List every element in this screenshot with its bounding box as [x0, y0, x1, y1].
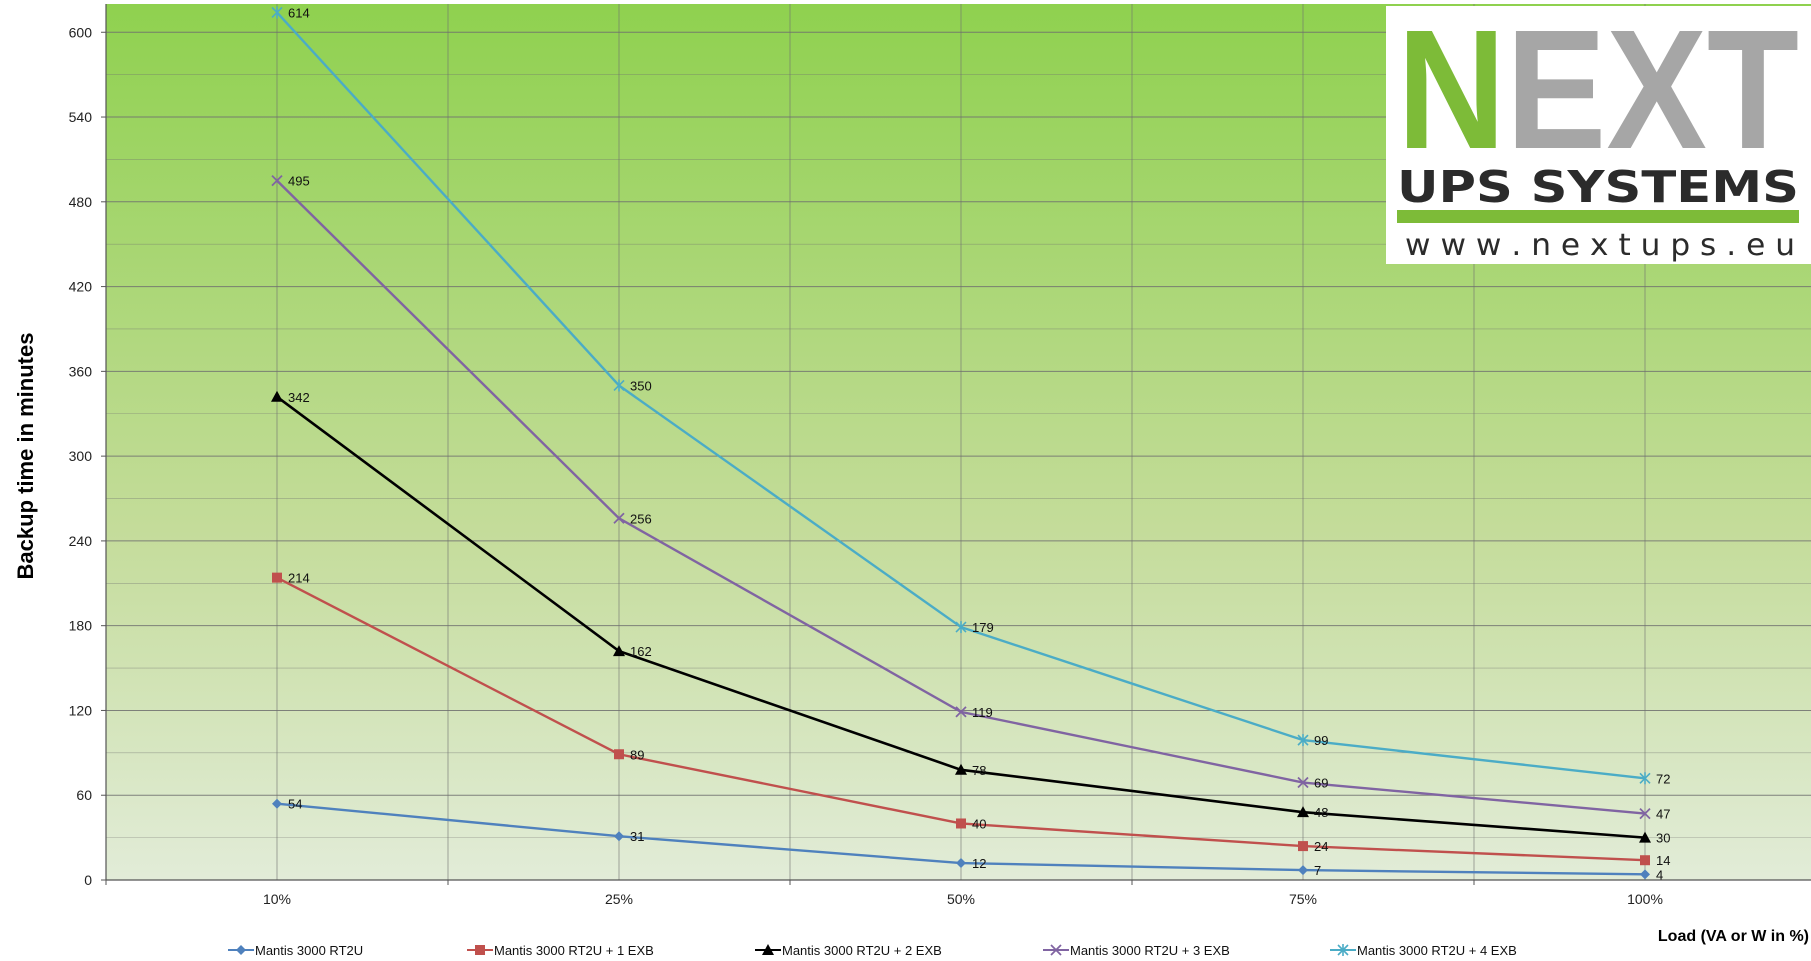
x-tick-label: 50%: [947, 891, 975, 907]
y-tick-label: 480: [69, 194, 93, 210]
logo-brand-ext: EXT: [1506, 0, 1799, 185]
data-label: 69: [1314, 776, 1328, 791]
brand-logo: NEXT UPS SYSTEMS w w w . n e x t u p s .…: [1386, 0, 1811, 264]
diamond-marker: [1298, 865, 1308, 876]
y-tick-label: 600: [69, 24, 93, 40]
x-axis-title: Load (VA or W in %): [1658, 928, 1809, 945]
data-label: 99: [1314, 733, 1328, 748]
y-tick-label: 0: [84, 872, 92, 888]
y-tick-label: 60: [76, 787, 92, 803]
data-label: 72: [1656, 771, 1670, 786]
x-marker: [1297, 776, 1309, 789]
data-label: 12: [972, 856, 986, 871]
x-marker: [613, 512, 625, 524]
triangle-marker: [955, 763, 967, 775]
square-marker: [1640, 855, 1650, 866]
data-label: 256: [630, 511, 652, 526]
star-marker: [1337, 944, 1349, 956]
x-marker-stroke: [1639, 807, 1651, 820]
x-marker: [271, 174, 283, 187]
x-tick-label: 75%: [1289, 891, 1317, 907]
data-label: 350: [630, 378, 652, 393]
logo-brand-n: N: [1397, 0, 1506, 185]
legend-label: Mantis 3000 RT2U + 2 EXB: [782, 943, 942, 958]
y-tick-label: 540: [69, 109, 93, 125]
square-marker: [956, 818, 966, 829]
x-tick-label: 100%: [1627, 891, 1663, 907]
data-label: 342: [288, 390, 310, 405]
data-label: 54: [288, 797, 302, 812]
data-label: 89: [630, 747, 644, 762]
star-marker: [1639, 772, 1651, 785]
square-marker: [614, 749, 624, 760]
series: [271, 6, 1651, 880]
triangle-marker: [613, 645, 625, 657]
legend-label: Mantis 3000 RT2U + 1 EXB: [494, 943, 654, 958]
data-label: 4: [1656, 867, 1663, 882]
star-marker: [271, 6, 283, 19]
y-tick-labels: 0 60 120 180 240 300 360 420 480 540 600: [69, 24, 106, 888]
x-marker-stroke: [1050, 944, 1062, 956]
data-label: 7: [1314, 863, 1321, 878]
legend-label: Mantis 3000 RT2U + 3 EXB: [1070, 943, 1230, 958]
y-tick-label: 240: [69, 533, 93, 549]
data-label: 48: [1314, 805, 1328, 820]
y-tick-label: 300: [69, 448, 93, 464]
x-marker: [1050, 944, 1062, 956]
data-label: 47: [1656, 807, 1670, 822]
logo-brand: NEXT: [1397, 0, 1799, 185]
data-label: 614: [288, 5, 310, 20]
data-label: 179: [972, 620, 994, 635]
data-label: 495: [288, 174, 310, 189]
diamond-marker: [1640, 869, 1650, 880]
data-label: 24: [1314, 839, 1328, 854]
y-axis-title: Backup time in minutes: [13, 333, 38, 580]
star-marker: [955, 621, 967, 634]
legend: Mantis 3000 RT2U Mantis 3000 RT2U + 1 EXB…: [228, 943, 1517, 958]
diamond-marker: [272, 798, 282, 809]
legend-label: Mantis 3000 RT2U + 4 EXB: [1357, 943, 1517, 958]
x-marker-stroke: [613, 512, 625, 524]
x-marker-stroke: [271, 174, 283, 187]
y-tick-label: 180: [69, 618, 93, 634]
axes: [105, 4, 1811, 881]
square-marker: [1298, 841, 1308, 852]
y-tick-label: 360: [69, 363, 93, 379]
square-marker: [475, 945, 485, 955]
diamond-marker: [236, 945, 246, 955]
logo-subtitle: UPS SYSTEMS: [1397, 162, 1799, 213]
data-label: 214: [288, 571, 310, 586]
triangle-marker: [1639, 831, 1651, 843]
x-marker: [955, 706, 967, 718]
square-marker: [272, 572, 282, 583]
x-marker-stroke: [1297, 776, 1309, 789]
diamond-marker: [614, 831, 624, 842]
y-tick-label: 420: [69, 279, 93, 295]
x-tick-label: 10%: [263, 891, 291, 907]
data-label: 31: [630, 829, 644, 844]
x-tick-label: 25%: [605, 891, 633, 907]
triangle-marker: [1297, 806, 1309, 818]
logo-url: w w w . n e x t u p s . e u: [1405, 228, 1795, 263]
diamond-marker: [956, 858, 966, 869]
data-label: 119: [972, 705, 993, 720]
triangle-marker: [271, 390, 283, 402]
logo-green-bar: [1397, 210, 1799, 223]
data-label: 162: [630, 644, 652, 659]
legend-label: Mantis 3000 RT2U: [255, 943, 363, 958]
x-marker-stroke: [955, 706, 967, 718]
star-marker: [613, 379, 625, 392]
data-labels: 54 31 12 7 4 214 89 40 24 14 342 162 78 48 30 495 256 119…: [288, 5, 1670, 882]
data-label: 30: [1656, 831, 1670, 846]
data-label: 40: [972, 816, 986, 831]
data-label: 14: [1656, 853, 1670, 868]
triangle-marker: [762, 944, 774, 955]
data-label: 78: [972, 763, 986, 778]
star-marker: [1297, 734, 1309, 747]
x-tick-labels: 10% 25% 50% 75% 100%: [105, 880, 1663, 907]
y-tick-label: 120: [69, 702, 93, 718]
x-marker: [1639, 807, 1651, 820]
